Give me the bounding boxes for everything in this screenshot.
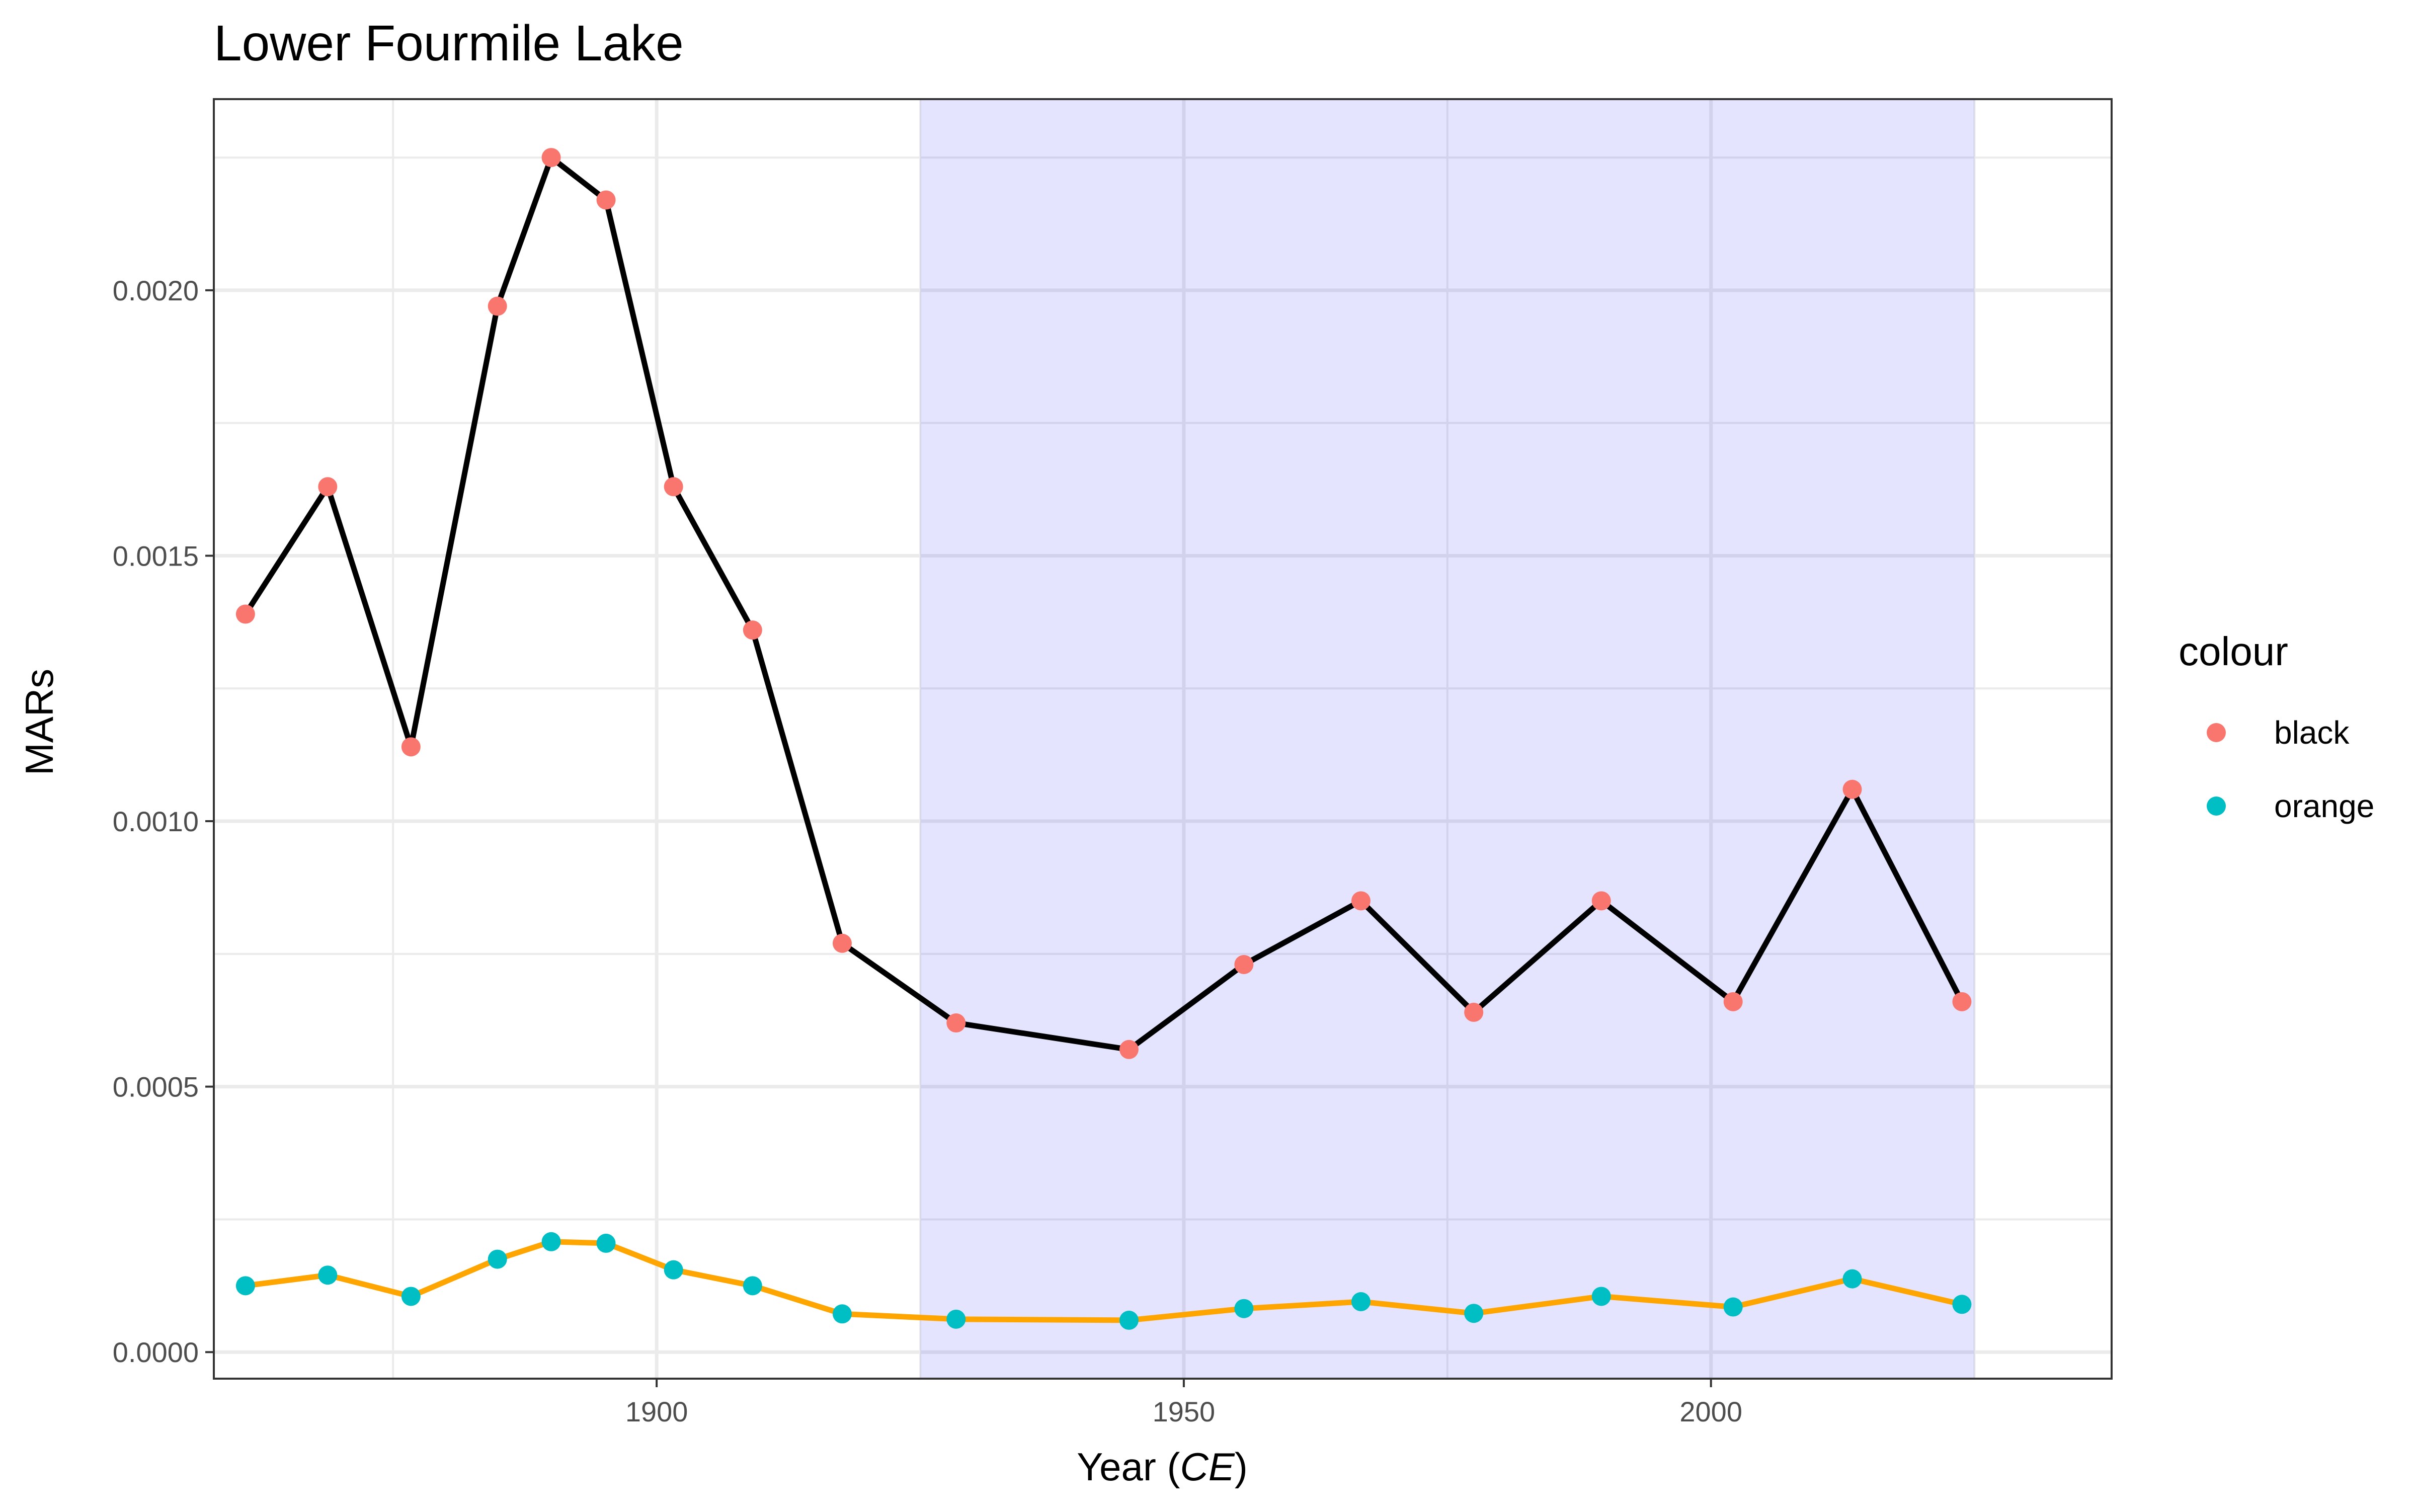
plot-panel [214, 99, 2112, 1379]
y-tick-label: 0.0000 [113, 1336, 199, 1368]
data-point-black [1842, 779, 1862, 799]
legend-label-orange: orange [2274, 788, 2374, 824]
x-axis-title-italic: CE [1180, 1445, 1235, 1489]
data-point-black [1952, 992, 1972, 1011]
data-point-orange [1351, 1292, 1371, 1311]
data-point-black [1464, 1002, 1484, 1022]
data-point-orange [488, 1249, 507, 1269]
data-point-orange [318, 1265, 338, 1285]
x-tick-label: 1900 [625, 1396, 688, 1427]
y-axis-title: MARs [17, 669, 61, 775]
data-point-black [946, 1013, 966, 1033]
data-point-black [235, 604, 255, 624]
legend-key-orange [2207, 797, 2226, 816]
panel-border [213, 98, 2113, 1380]
series-line-black [243, 154, 1965, 1053]
data-point-orange [664, 1260, 683, 1280]
y-tick-label: 0.0010 [113, 806, 199, 837]
x-tick-label: 1950 [1153, 1396, 1216, 1427]
data-point-orange [1952, 1295, 1972, 1314]
data-point-orange [401, 1287, 421, 1306]
axes-layer: 1900 1950 2000 0.0000 0.0005 0.0010 0.0015 0.00… [113, 98, 2113, 1427]
data-point-orange [1842, 1269, 1862, 1289]
data-point-orange [1234, 1299, 1254, 1318]
x-tick-label: 2000 [1679, 1396, 1742, 1427]
data-point-orange [1464, 1304, 1484, 1323]
y-tick-label: 0.0020 [113, 275, 199, 306]
legend-title: colour [2179, 629, 2288, 674]
data-point-black [596, 190, 616, 210]
panel-background [214, 99, 2112, 1379]
data-point-black [401, 737, 421, 757]
data-point-orange [1723, 1297, 1743, 1317]
data-point-black [488, 296, 507, 316]
series-layer [235, 148, 1972, 1330]
legend-label-black: black [2274, 714, 2350, 751]
data-point-orange [596, 1233, 616, 1253]
data-point-orange [832, 1304, 852, 1324]
data-point-black [1119, 1040, 1139, 1059]
y-tick-label: 0.0005 [113, 1071, 199, 1103]
data-point-orange [743, 1276, 762, 1296]
data-point-black [1723, 992, 1743, 1011]
data-point-black [1351, 891, 1371, 911]
data-point-black [1591, 891, 1611, 911]
data-point-orange [946, 1309, 966, 1329]
legend: colour black orange [2179, 629, 2374, 824]
x-axis-title: Year (CE) [1077, 1445, 1248, 1489]
data-point-black [664, 477, 683, 497]
data-point-orange [541, 1232, 561, 1251]
data-point-black [318, 477, 338, 497]
x-axis-title-suffix: ) [1235, 1445, 1248, 1489]
data-point-black [541, 148, 561, 168]
legend-key-black [2207, 723, 2226, 742]
data-point-orange [1591, 1287, 1611, 1306]
x-axis-title-prefix: Year ( [1077, 1445, 1180, 1489]
data-point-orange [1119, 1310, 1139, 1330]
data-point-black [743, 620, 762, 640]
data-point-black [832, 933, 852, 953]
data-point-black [1234, 954, 1254, 974]
shaded-region [920, 99, 1975, 1379]
y-tick-label: 0.0015 [113, 540, 199, 572]
data-point-orange [235, 1276, 255, 1296]
chart-title: Lower Fourmile Lake [214, 15, 684, 71]
series-line-orange [243, 1239, 1965, 1323]
